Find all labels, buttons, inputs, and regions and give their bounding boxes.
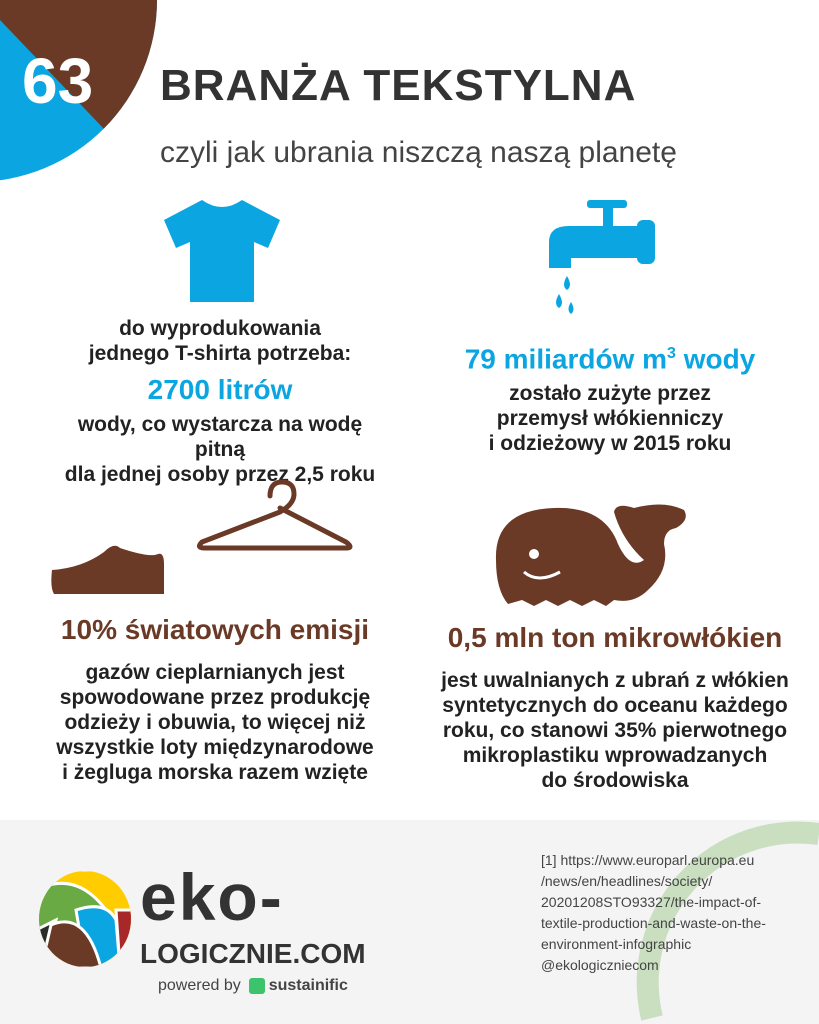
logo-text-domain: LOGICZNIE.COM bbox=[140, 938, 366, 969]
fact-text: spowodowane przez produkcję bbox=[59, 686, 371, 709]
powered-by-label: powered by bbox=[158, 977, 241, 994]
fact-highlight: 10% światowych emisji bbox=[60, 614, 370, 645]
fact-text: i odzieżowy w 2015 roku bbox=[488, 432, 732, 456]
water-tap-icon bbox=[549, 200, 655, 314]
fact-text: jest uwalnianych z ubrań z włókien bbox=[441, 669, 789, 692]
fact-text: jednego T-shirta potrzeba: bbox=[88, 342, 352, 365]
footer bbox=[0, 820, 819, 1024]
reference-line: [1] https://www.europarl.europa.eu bbox=[541, 852, 755, 868]
fact-text: do wyprodukowania bbox=[119, 317, 321, 340]
fact-2: 79 miliardów m3 wody zostało zużyte prze… bbox=[420, 338, 800, 456]
fact-text: do środowiska bbox=[541, 769, 689, 792]
partner-name: sustainific bbox=[268, 977, 348, 994]
fact-1: do wyprodukowania jednego T-shirta potrz… bbox=[60, 316, 380, 487]
fact-4: 0,5 mln ton mikrowłókien jest uwalnianyc… bbox=[420, 622, 810, 793]
fact-text: i żegluga morska razem wzięte bbox=[62, 761, 368, 784]
fact-text: przemysł włókienniczy bbox=[496, 407, 724, 431]
fact-3: 10% światowych emisji gazów cieplarniany… bbox=[20, 614, 410, 785]
logo-text-eko: eko- bbox=[140, 860, 284, 934]
fact-text: roku, co stanowi 35% pierwotnego bbox=[442, 719, 788, 742]
fact-text: wody, co wystarcza na wodę pitną bbox=[77, 413, 363, 461]
reference-line: @ekologiczniecom bbox=[541, 957, 659, 973]
powered-by: powered by sustainific bbox=[158, 976, 348, 996]
fact-text: syntetycznych do oceanu każdego bbox=[442, 694, 788, 717]
whale-icon bbox=[495, 504, 686, 606]
reference-line: 20201208STO93327/the-impact-of- bbox=[541, 894, 761, 910]
page-subtitle: czyli jak ubrania niszczą naszą planetę bbox=[160, 136, 677, 169]
reference-line: /news/en/headlines/society/ bbox=[541, 873, 713, 889]
fact-text: odzieży i obuwia, to więcej niż bbox=[64, 711, 366, 734]
fact-text: zostało zużyte przez bbox=[509, 382, 711, 406]
t-shirt-icon bbox=[164, 200, 280, 302]
reference: [1] https://www.europarl.europa.eu /news… bbox=[541, 850, 811, 976]
decorative-ring bbox=[636, 821, 819, 1021]
hanger-shoe-icon bbox=[51, 479, 353, 594]
reference-line: textile-production-and-waste-on-the- bbox=[541, 915, 766, 931]
sustainific-logo-icon bbox=[248, 978, 265, 994]
fact-text: gazów cieplarnianych jest bbox=[85, 661, 345, 684]
page-title: BRANŻA TEKSTYLNA bbox=[160, 61, 637, 110]
fact-highlight: 2700 litrów bbox=[147, 374, 293, 405]
number-badge bbox=[0, 0, 157, 182]
fact-text: dla jednej osoby przez 2,5 roku bbox=[64, 463, 376, 486]
infographic-number: 63 bbox=[22, 45, 94, 117]
fact-highlight: 0,5 mln ton mikrowłókien bbox=[447, 622, 783, 653]
fact-text: mikroplastiku wprowadzanych bbox=[462, 744, 768, 767]
reference-line: environment-infographic bbox=[541, 936, 692, 952]
fact-text: wszystkie loty międzynarodowe bbox=[56, 736, 374, 759]
fact-highlight: 79 miliardów m3 wody bbox=[464, 343, 756, 375]
eko-logo-icon bbox=[39, 871, 131, 967]
